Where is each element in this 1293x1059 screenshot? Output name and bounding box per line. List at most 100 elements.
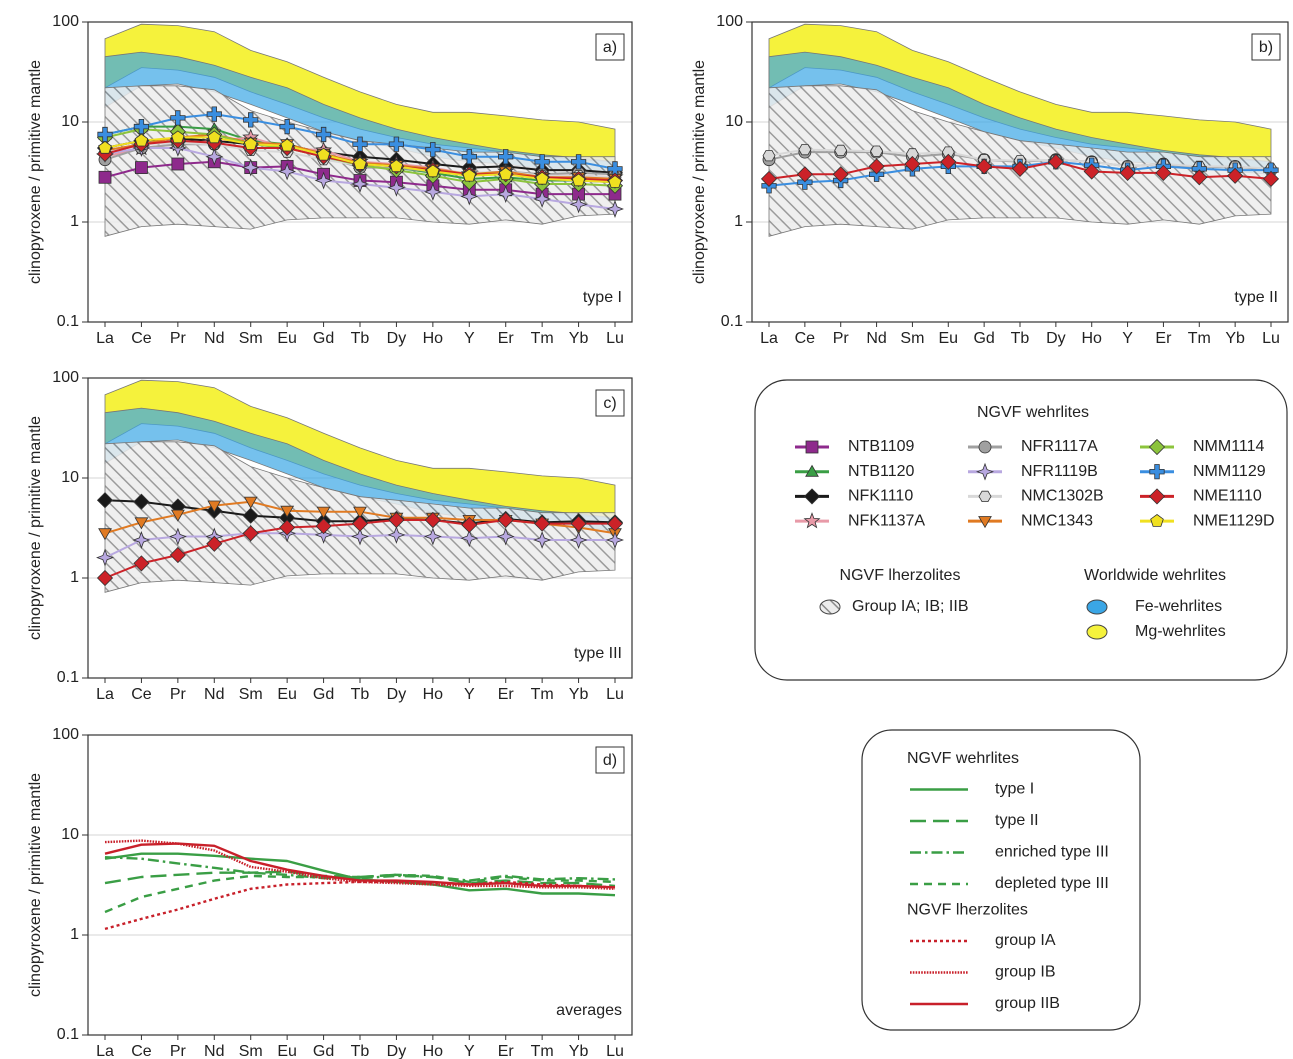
panel-label-box <box>595 746 625 774</box>
panel-label: c) <box>603 395 616 412</box>
y-axis-label: clinopyroxene / primitive mantle <box>27 60 44 284</box>
panel-label: a) <box>603 39 617 56</box>
x-tick-label: Er <box>498 330 515 347</box>
x-tick-label: Ce <box>131 686 152 703</box>
y-tick-label: 10 <box>61 826 79 843</box>
x-tick-label: Gd <box>313 1043 334 1059</box>
y-tick-label: 1 <box>734 213 743 230</box>
x-tick-label: Pr <box>170 330 187 347</box>
marker <box>496 185 515 204</box>
x-tick-label: Yb <box>569 686 589 703</box>
marker <box>978 490 992 503</box>
x-tick-label: Y <box>1122 330 1133 347</box>
marker <box>132 531 151 549</box>
x-tick-label: Nd <box>204 686 224 703</box>
marker <box>423 182 442 201</box>
x-tick-label: Ho <box>423 330 444 347</box>
marker <box>798 143 812 156</box>
marker <box>389 159 404 173</box>
x-tick-label: La <box>96 1043 114 1059</box>
marker <box>96 492 114 509</box>
series-line <box>104 842 616 889</box>
marker <box>388 511 405 529</box>
x-tick-label: Y <box>464 330 475 347</box>
legend-swatch <box>1086 599 1108 615</box>
legend-label: NME1110 <box>1193 488 1262 505</box>
marker <box>168 527 187 546</box>
x-tick-label: Pr <box>170 1043 187 1059</box>
marker <box>98 170 112 184</box>
marker <box>426 164 440 178</box>
x-tick-label: Nd <box>204 1043 224 1059</box>
x-tick-label: Ce <box>131 1043 152 1059</box>
marker <box>497 511 514 529</box>
legend-label: type I <box>995 781 1034 798</box>
legend-group-title: NGVF lherzolites <box>907 902 1028 919</box>
x-tick-label: Sm <box>239 330 263 347</box>
marker <box>760 170 778 187</box>
marker <box>569 531 588 549</box>
y-axis-label: clinopyroxene / primitive mantle <box>691 60 708 284</box>
marker <box>803 488 821 505</box>
y-tick-label: 0.1 <box>57 669 79 686</box>
marker <box>606 515 624 532</box>
x-tick-label: Nd <box>204 330 224 347</box>
y-tick-label: 100 <box>52 369 79 386</box>
marker <box>351 515 369 532</box>
annotation: averages <box>556 1002 622 1019</box>
marker <box>606 200 624 218</box>
marker <box>279 519 296 536</box>
marker <box>834 144 848 157</box>
marker <box>978 440 992 454</box>
legend-label: NMM1114 <box>1193 438 1265 455</box>
y-tick-label: 0.1 <box>57 1026 79 1043</box>
legend-label: group IA <box>995 932 1056 949</box>
marker <box>460 187 479 206</box>
marker <box>242 525 259 542</box>
marker <box>462 168 477 182</box>
marker <box>133 493 150 510</box>
marker <box>1011 160 1029 177</box>
x-tick-label: Gd <box>313 330 334 347</box>
y-tick-label: 100 <box>52 13 79 30</box>
marker <box>133 555 150 572</box>
x-tick-label: Sm <box>239 1043 263 1059</box>
x-tick-label: La <box>96 686 114 703</box>
legend-label: Mg-wehrlites <box>1135 623 1226 640</box>
marker <box>387 525 406 544</box>
marker <box>315 518 332 535</box>
marker <box>1227 167 1244 184</box>
annotation: type III <box>574 645 622 662</box>
x-tick-label: Y <box>464 686 475 703</box>
marker <box>608 175 622 188</box>
marker <box>978 516 992 529</box>
marker <box>351 175 369 193</box>
x-tick-label: Lu <box>606 330 624 347</box>
marker <box>460 529 479 548</box>
x-tick-label: Tm <box>1188 330 1211 347</box>
marker <box>279 119 295 135</box>
marker <box>423 527 442 546</box>
x-tick-label: Y <box>464 1043 475 1059</box>
x-tick-label: Yb <box>569 330 589 347</box>
marker <box>98 528 112 541</box>
marker <box>498 149 514 165</box>
marker <box>205 147 224 166</box>
marker <box>1148 438 1166 456</box>
marker <box>1155 164 1172 181</box>
marker <box>461 516 478 533</box>
marker <box>280 505 295 518</box>
panel-label: b) <box>1259 39 1273 56</box>
x-tick-label: Tb <box>351 1043 370 1059</box>
legend-label: group IIB <box>995 995 1060 1012</box>
marker <box>571 154 587 170</box>
marker <box>569 195 588 214</box>
y-tick-label: 1 <box>70 213 79 230</box>
y-axis-label: clinopyroxene / primitive mantle <box>27 773 44 997</box>
x-tick-label: Pr <box>170 686 187 703</box>
y-tick-label: 0.1 <box>57 313 79 330</box>
marker <box>606 531 624 549</box>
marker <box>796 166 813 183</box>
marker <box>1150 514 1164 527</box>
